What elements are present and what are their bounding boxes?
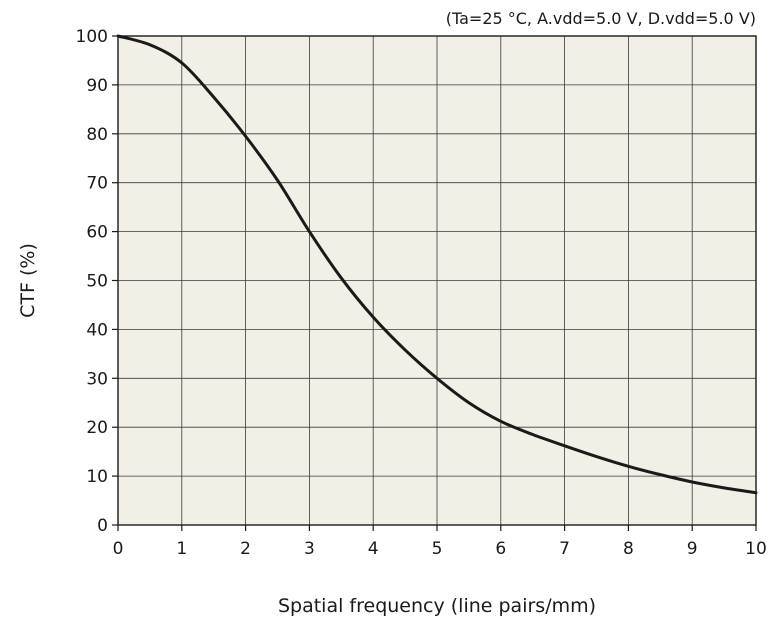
x-tick-label: 7 [559, 539, 570, 559]
y-tick-label: 30 [86, 369, 108, 389]
x-tick-label: 1 [176, 539, 187, 559]
y-tick-label: 90 [86, 76, 108, 96]
y-tick-label: 50 [86, 272, 108, 292]
x-axis-label: Spatial frequency (line pairs/mm) [278, 595, 596, 617]
y-tick-label: 40 [86, 320, 108, 340]
plot-frame [117, 35, 757, 526]
y-tick-label: 100 [76, 27, 108, 47]
x-tick-label: 9 [687, 539, 698, 559]
grid [112, 35, 757, 531]
y-tick-label: 70 [86, 174, 108, 194]
measurement-conditions: (Ta=25 °C, A.vdd=5.0 V, D.vdd=5.0 V) [446, 9, 756, 28]
x-tick-label: 0 [113, 539, 124, 559]
x-tick-label: 4 [368, 539, 379, 559]
y-tick-label: 10 [86, 467, 108, 487]
series-layer [116, 34, 758, 495]
x-tick-label: 10 [745, 539, 767, 559]
y-tick-label: 20 [86, 418, 108, 438]
x-tick-label: 3 [304, 539, 315, 559]
y-tick-label: 80 [86, 125, 108, 145]
y-tick-labels: 0 10 20 30 40 50 60 70 80 90 100 [76, 27, 108, 536]
x-tick-label: 8 [623, 539, 634, 559]
x-tick-label: 6 [495, 539, 506, 559]
x-tick-label: 5 [432, 539, 443, 559]
ctf-curve [116, 34, 758, 495]
x-tick-label: 2 [240, 539, 251, 559]
y-tick-label: 60 [86, 223, 108, 243]
x-tick-labels: 0 1 2 3 4 5 6 7 8 9 10 [113, 539, 767, 559]
y-axis-label: CTF (%) [17, 243, 39, 318]
y-tick-label: 0 [97, 516, 108, 536]
